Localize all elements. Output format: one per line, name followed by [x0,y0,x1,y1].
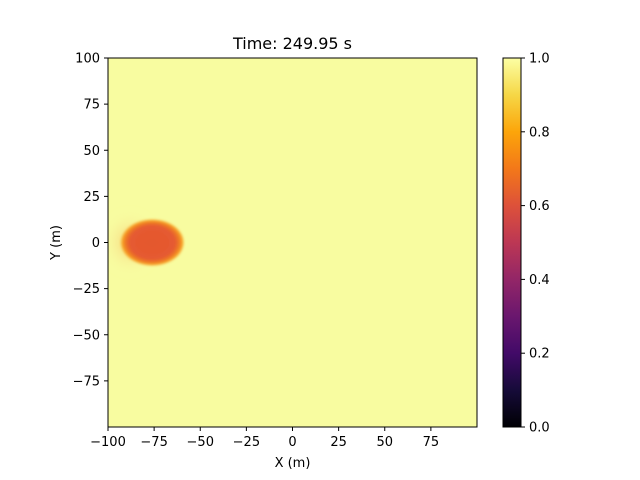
x-axis: −100 −75 −50 −25 0 25 50 75 [90,427,439,450]
x-tick-label: −75 [140,435,167,450]
x-tick-label: 75 [423,435,440,450]
x-tick-label: 25 [330,435,347,450]
y-tick-label: −25 [73,282,100,297]
y-tick-label: −75 [73,374,100,389]
colorbar-tick-label: 0.6 [529,199,550,214]
colorbar-frame [502,57,522,428]
y-axis: 100 75 50 25 0 −25 −50 −75 [73,52,108,389]
x-tick-label: 0 [288,435,296,450]
colorbar-tick-label: 0.8 [529,125,550,140]
y-axis-label: Y (m) [49,225,64,261]
y-tick-label: 0 [92,236,100,251]
colorbar-ticks: 0.0 0.2 0.4 0.6 0.8 1.0 [521,52,550,436]
colorbar-tick-label: 1.0 [529,52,550,67]
y-tick-label: −50 [73,328,100,343]
colorbar-tick-label: 0.0 [529,421,550,436]
depleted-ellipse [120,219,184,266]
y-tick-label: 25 [83,190,100,205]
heatmap-features [108,212,184,273]
colorbar-tick-label: 0.2 [529,347,550,362]
y-tick-label: 75 [83,98,100,113]
colorbar-tick-label: 0.4 [529,273,550,288]
x-tick-label: −25 [233,435,260,450]
x-tick-label: 50 [376,435,393,450]
x-tick-label: −50 [187,435,214,450]
x-tick-label: −100 [90,435,126,450]
chart-title: Time: 249.95 s [232,34,352,53]
y-tick-label: 100 [75,52,100,67]
y-tick-label: 50 [83,144,100,159]
colorbar [503,58,521,427]
x-axis-label: X (m) [275,456,311,471]
